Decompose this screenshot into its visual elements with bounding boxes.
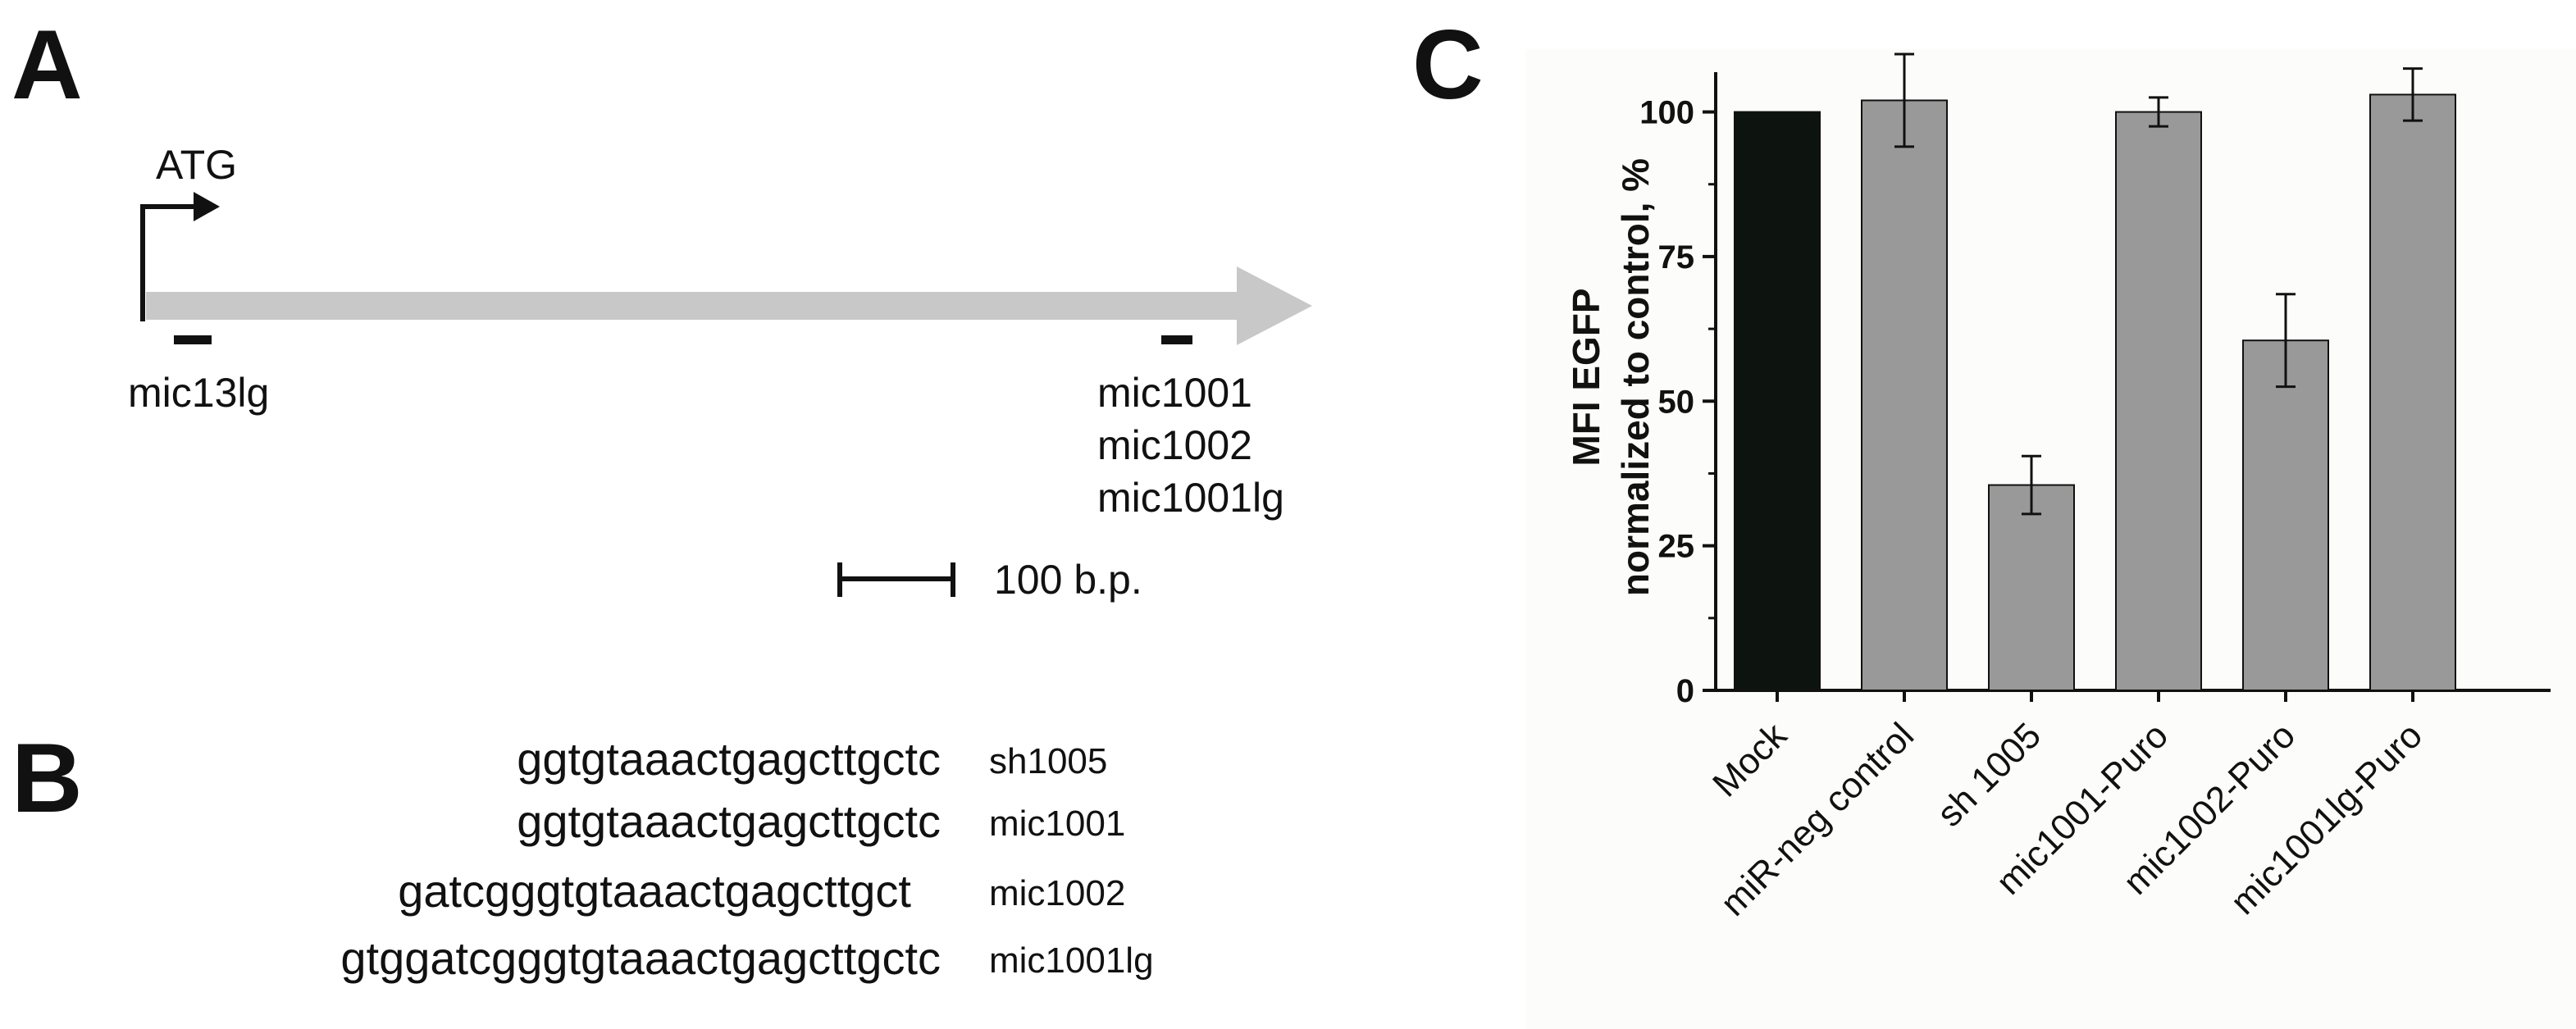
bar-chart: 0 25 50 75 100 MFI EGFP normalized to control,… (1565, 52, 2551, 924)
y-tick-label: 25 (1658, 529, 1695, 565)
y-tick-label: 50 (1658, 384, 1695, 420)
gene-body-arrowhead (1237, 266, 1312, 345)
sequence-name-sh1005: sh1005 (989, 741, 1108, 781)
sequence-name-mic1001lg: mic1001lg (989, 940, 1154, 981)
target-label-mic1001: mic1001 (1097, 370, 1252, 416)
target-label-mic1002: mic1002 (1097, 422, 1252, 468)
y-axis-label-line2: normalized to control, % (1614, 158, 1657, 596)
tss-arrow (140, 204, 197, 321)
target-label-mic1001lg: mic1001lg (1097, 475, 1284, 521)
gene-schematic (140, 192, 1312, 597)
bar (2369, 93, 2456, 691)
sequence-row-mic1001: ggtgtaaactgagcttgctc (517, 795, 941, 847)
bar (1734, 111, 1821, 691)
panel-c-letter: C (1412, 10, 1484, 120)
gene-body (146, 292, 1245, 320)
sequence-name-mic1002: mic1002 (989, 873, 1126, 913)
sequence-name-mic1001: mic1001 (989, 804, 1126, 844)
bar (2115, 111, 2202, 691)
bar (2242, 339, 2329, 691)
scale-bar-label: 100 b.p. (994, 557, 1142, 603)
y-tick-label: 75 (1658, 239, 1695, 275)
sequence-row-sh1005: ggtgtaaactgagcttgctc (517, 733, 941, 785)
bar (1988, 484, 2075, 692)
panel-a-letter: A (11, 10, 83, 120)
y-tick-label: 0 (1676, 673, 1694, 709)
target-mark-mic13lg (174, 335, 212, 344)
bar (1861, 99, 1948, 692)
atg-label: ATG (156, 142, 238, 188)
y-axis-label-line1: MFI EGFP (1565, 288, 1607, 466)
x-tick-label: Mock (1705, 715, 1795, 805)
sequence-row-mic1002: gatcgggtgtaaactgagcttgct (398, 865, 911, 917)
mic13lg-label: mic13lg (128, 370, 270, 416)
sequence-row-mic1001lg: gtggatcgggtgtaaactgagcttgctc (340, 932, 941, 984)
panel-b-letter: B (11, 723, 83, 833)
y-tick-label: 100 (1639, 95, 1694, 131)
target-mark-mic1001 (1161, 335, 1192, 344)
tss-arrowhead (194, 192, 220, 221)
x-tick-label: sh 1005 (1930, 715, 2049, 834)
